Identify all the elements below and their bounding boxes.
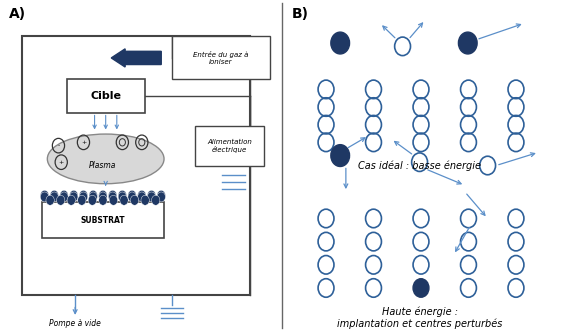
Circle shape [141, 195, 149, 205]
FancyArrow shape [111, 49, 161, 67]
Circle shape [89, 190, 98, 200]
Text: A): A) [9, 7, 26, 21]
Circle shape [331, 32, 349, 54]
Circle shape [118, 190, 126, 200]
Circle shape [70, 192, 78, 202]
Circle shape [147, 190, 156, 200]
Circle shape [46, 195, 54, 205]
Circle shape [147, 192, 156, 202]
Bar [67, 79, 145, 113]
Ellipse shape [47, 134, 164, 184]
Bar [22, 36, 250, 295]
Text: Cas idéal : basse énergie: Cas idéal : basse énergie [358, 161, 481, 171]
Text: Haute énergie :
implantation et centres perturbés: Haute énergie : implantation et centres … [337, 306, 502, 329]
Circle shape [108, 192, 117, 202]
Circle shape [70, 190, 78, 200]
Circle shape [413, 279, 429, 297]
Text: B): B) [292, 7, 309, 21]
Text: +: + [58, 160, 64, 165]
Circle shape [458, 32, 477, 54]
Circle shape [138, 190, 146, 200]
Circle shape [130, 195, 139, 205]
Bar [194, 126, 264, 166]
Text: SUBSTRAT: SUBSTRAT [81, 215, 125, 225]
Circle shape [40, 192, 49, 202]
Text: Cible: Cible [90, 91, 121, 101]
Circle shape [331, 145, 349, 166]
Circle shape [99, 192, 107, 202]
Circle shape [108, 190, 117, 200]
Text: Plasma: Plasma [89, 161, 117, 170]
Circle shape [60, 190, 68, 200]
Circle shape [57, 195, 65, 205]
Circle shape [50, 192, 58, 202]
Circle shape [78, 195, 86, 205]
Circle shape [120, 195, 128, 205]
Text: Alimentation
électrique: Alimentation électrique [207, 139, 252, 153]
Bar [172, 36, 269, 79]
Circle shape [118, 192, 126, 202]
Text: Entrée du gaz à
ioniser: Entrée du gaz à ioniser [193, 51, 249, 65]
Circle shape [89, 192, 98, 202]
Circle shape [157, 190, 166, 200]
Text: Pompe à vide: Pompe à vide [49, 319, 101, 328]
Circle shape [99, 195, 107, 205]
Circle shape [128, 192, 136, 202]
Text: -: - [57, 143, 60, 148]
Circle shape [109, 195, 117, 205]
Circle shape [138, 192, 146, 202]
Circle shape [79, 190, 88, 200]
Circle shape [40, 190, 49, 200]
Circle shape [79, 192, 88, 202]
Circle shape [151, 195, 160, 205]
Bar [42, 202, 164, 238]
Text: +: + [81, 140, 86, 145]
Circle shape [50, 190, 58, 200]
Circle shape [157, 192, 166, 202]
Circle shape [99, 190, 107, 200]
Circle shape [67, 195, 75, 205]
Circle shape [60, 192, 68, 202]
Circle shape [128, 190, 136, 200]
Circle shape [88, 195, 96, 205]
